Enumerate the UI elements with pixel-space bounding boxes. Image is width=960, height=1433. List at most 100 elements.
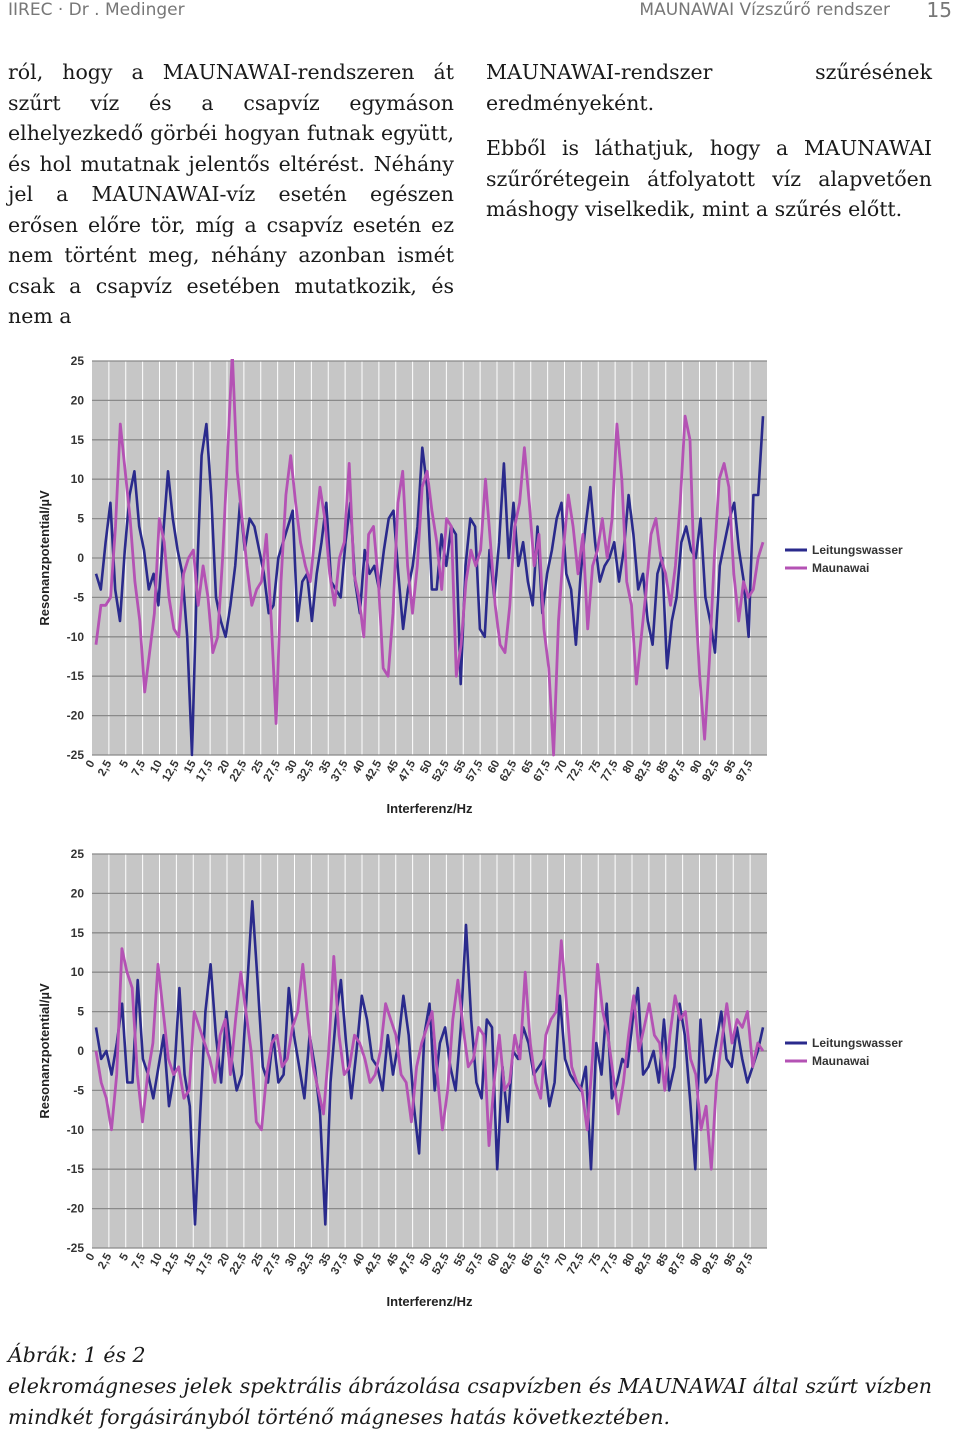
y-axis-label: Resonanzpotential/µV	[37, 490, 52, 626]
x-tick-label: 75	[587, 1251, 604, 1269]
series-group	[94, 899, 765, 1226]
x-tick-label: 15	[182, 758, 199, 776]
y-tick-label: 0	[77, 551, 84, 565]
y-tick-label: 10	[71, 965, 85, 979]
maunawai-series-line	[94, 939, 765, 1171]
y-tick-label: 5	[77, 1005, 84, 1019]
y-tick-label: 20	[71, 393, 85, 407]
body-paragraph: MAUNAWAI-rendszer szűrésének eredményeké…	[486, 60, 932, 115]
x-tick-label: 12,5	[160, 758, 182, 784]
x-tick-label: 67,5	[532, 758, 554, 784]
x-tick-label: 80	[621, 759, 638, 776]
x-tick-label: 57,5	[464, 758, 486, 784]
x-tick-label: 47,5	[397, 1251, 419, 1277]
y-tick-label: -10	[67, 1123, 85, 1137]
y-tick-label: -15	[67, 1162, 85, 1176]
x-tick-label: 55	[452, 1251, 469, 1269]
x-tick-label: 37,5	[329, 758, 351, 784]
y-tick-label: 15	[71, 926, 85, 940]
legend-label: Maunawai	[812, 561, 869, 575]
x-tick-label: 32,5	[295, 758, 317, 784]
x-tick-label: 22,5	[228, 1251, 250, 1277]
x-tick-label: 10	[148, 759, 165, 776]
x-tick-label: 55	[452, 758, 469, 776]
y-tick-label: -5	[73, 1083, 84, 1097]
x-tick-label: 70	[553, 1252, 570, 1269]
leitungswasser-series-line	[94, 899, 765, 1226]
legend-label: Maunawai	[812, 1054, 869, 1068]
x-tick-label: 50	[418, 1252, 435, 1269]
y-tick-label: 25	[71, 354, 85, 368]
x-tick-label: 85	[655, 1251, 672, 1269]
x-tick-label: 92,5	[700, 1251, 722, 1277]
y-tick-label: 25	[71, 847, 85, 861]
x-tick-label: 12,5	[160, 1251, 182, 1277]
x-tick-label: 60	[486, 1252, 503, 1269]
x-tick-label: 0	[84, 759, 98, 771]
x-tick-label: 72,5	[565, 1251, 587, 1277]
left-column: ról, hogy a MAUNAWAI-rendszeren át szűrt…	[8, 57, 454, 347]
x-tick-label: 72,5	[565, 758, 587, 784]
x-tick-label: 42,5	[363, 758, 385, 784]
x-tick-label: 32,5	[295, 1251, 317, 1277]
x-tick-label: 20	[216, 1252, 233, 1269]
caption-title: Ábrák: 1 és 2	[8, 1343, 146, 1367]
x-tick-label: 52,5	[430, 758, 452, 784]
x-tick-label: 17,5	[194, 1251, 216, 1277]
body-paragraph: ról, hogy a MAUNAWAI-rendszeren át szűrt…	[8, 60, 454, 328]
y-tick-label: 10	[71, 472, 85, 486]
x-tick-label: 82,5	[633, 1251, 655, 1277]
right-column: MAUNAWAI-rendszer szűrésének eredményeké…	[486, 57, 932, 240]
x-tick-label: 87,5	[667, 1251, 689, 1277]
x-tick-label: 80	[621, 1252, 638, 1269]
x-tick-label: 22,5	[228, 758, 250, 784]
x-tick-label: 5	[118, 1251, 132, 1263]
caption-text: elekromágneses jelek spektrális ábrázolá…	[8, 1374, 932, 1429]
x-tick-label: 15	[182, 1251, 199, 1269]
x-tick-label: 45	[385, 1251, 402, 1269]
running-header-right: MAUNAWAI Vízszűrő rendszer	[639, 0, 890, 20]
x-tick-label: 50	[418, 759, 435, 776]
x-tick-label: 0	[84, 1252, 98, 1264]
x-tick-label: 90	[688, 1252, 705, 1269]
x-tick-label: 65	[520, 758, 537, 776]
x-axis-label: Interferenz/Hz	[387, 801, 473, 815]
x-tick-label: 40	[351, 1252, 368, 1269]
x-tick-label: 95	[722, 1251, 739, 1269]
x-tick-label: 30	[283, 1252, 300, 1269]
x-tick-label: 2,5	[96, 758, 115, 778]
y-tick-label: -25	[67, 748, 85, 762]
x-tick-label: 70	[553, 759, 570, 776]
x-tick-label: 25	[250, 1251, 267, 1269]
x-tick-label: 27,5	[262, 1251, 284, 1277]
x-tick-label: 75	[587, 758, 604, 776]
legend-label: Leitungswasser	[812, 543, 903, 557]
x-tick-label: 92,5	[700, 758, 722, 784]
x-tick-label: 40	[351, 759, 368, 776]
x-tick-label: 35	[317, 1251, 334, 1269]
x-tick-label: 87,5	[667, 758, 689, 784]
x-tick-label: 37,5	[329, 1251, 351, 1277]
x-tick-label: 7,5	[130, 1251, 149, 1271]
figure-caption: Ábrák: 1 és 2 elekromágneses jelek spekt…	[8, 1340, 932, 1433]
y-tick-label: -25	[67, 1241, 85, 1255]
x-tick-label: 77,5	[599, 1251, 621, 1277]
x-axis-label: Interferenz/Hz	[387, 1294, 473, 1308]
y-tick-label: -5	[73, 590, 84, 604]
x-tick-label: 27,5	[262, 758, 284, 784]
x-tick-label: 82,5	[633, 758, 655, 784]
x-tick-label: 17,5	[194, 758, 216, 784]
x-tick-label: 97,5	[734, 758, 756, 784]
x-tick-label: 7,5	[130, 758, 149, 778]
x-tick-label: 20	[216, 759, 233, 776]
x-tick-label: 62,5	[498, 1251, 520, 1277]
y-tick-label: 0	[77, 1044, 84, 1058]
x-tick-label: 62,5	[498, 758, 520, 784]
x-tick-label: 95	[722, 758, 739, 776]
y-tick-label: -15	[67, 669, 85, 683]
x-tick-label: 65	[520, 1251, 537, 1269]
series-group	[94, 359, 765, 757]
x-tick-label: 5	[118, 758, 132, 770]
